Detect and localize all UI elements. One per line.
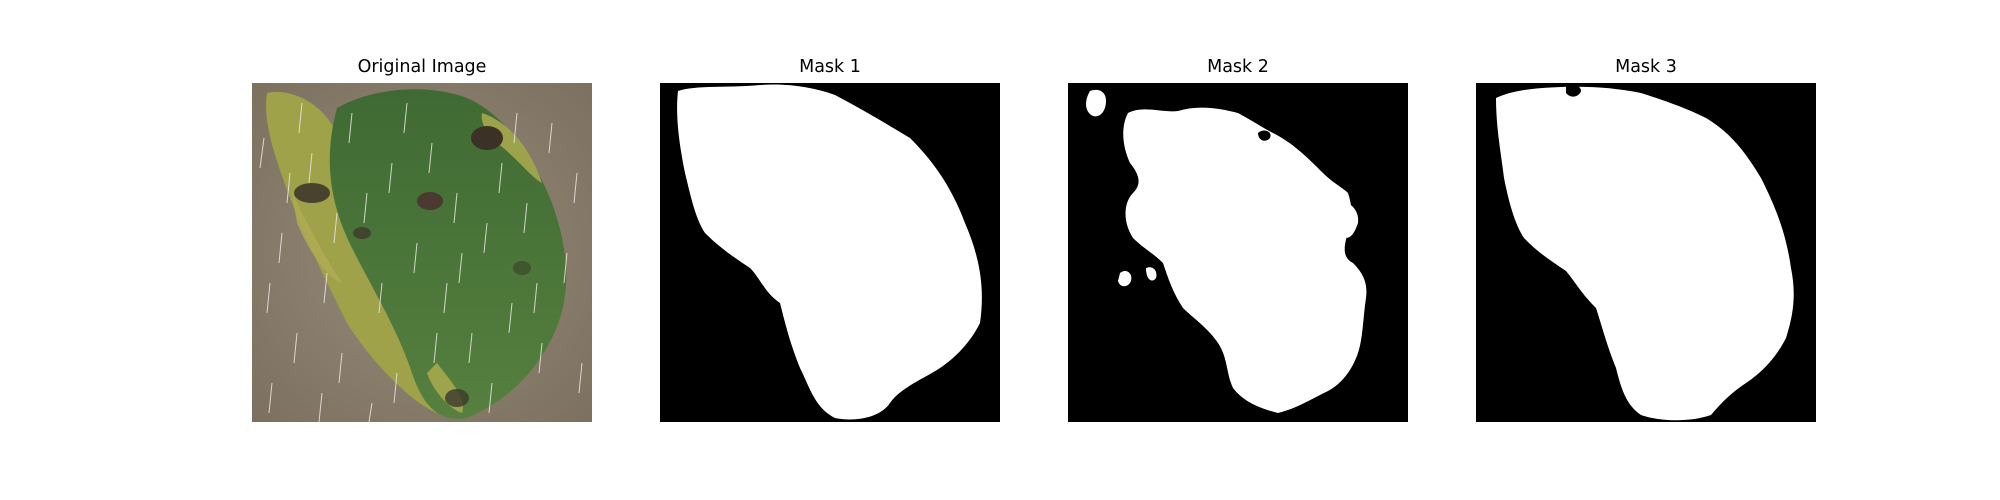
- panel-original-image: Original Image: [252, 55, 592, 422]
- mask-hole: [1258, 130, 1271, 141]
- mask-image: [1068, 83, 1408, 422]
- mask-1: [660, 83, 1000, 422]
- leaf-main-body: [329, 89, 567, 419]
- mask-3: [1476, 83, 1816, 422]
- leaf-lesion: [353, 227, 371, 239]
- leaf-lesion: [445, 389, 469, 407]
- panel-title: Mask 1: [799, 57, 861, 77]
- leaf-lesion: [417, 192, 443, 210]
- mask-region: [1123, 107, 1367, 413]
- leaf-photo: [252, 83, 592, 422]
- panel-title: Original Image: [357, 57, 487, 77]
- panel-title: Mask 3: [1615, 57, 1677, 77]
- mask-image: [1476, 83, 1816, 422]
- mask-fragment: [1146, 267, 1157, 281]
- mask-fragment: [1086, 89, 1106, 117]
- leaf-lesion: [471, 126, 503, 150]
- leaf-lesion: [294, 183, 330, 203]
- panel-title: Mask 2: [1207, 57, 1269, 77]
- mask-fragment: [1333, 201, 1359, 238]
- mask-2: [1068, 83, 1408, 422]
- panel-mask-1: Mask 1: [660, 55, 1000, 422]
- mask-region: [1496, 86, 1794, 421]
- mask-region: [677, 84, 982, 420]
- leaf-lesion: [513, 261, 531, 275]
- mask-image: [660, 83, 1000, 422]
- rain-streaks: [259, 102, 583, 422]
- panel-mask-3: Mask 3: [1476, 55, 1816, 422]
- leaf-lower-lobe: [266, 92, 437, 414]
- mask-hole: [1566, 84, 1581, 97]
- original-image: [252, 83, 592, 422]
- panel-mask-2: Mask 2: [1068, 55, 1408, 422]
- mask-fragment: [1118, 270, 1132, 287]
